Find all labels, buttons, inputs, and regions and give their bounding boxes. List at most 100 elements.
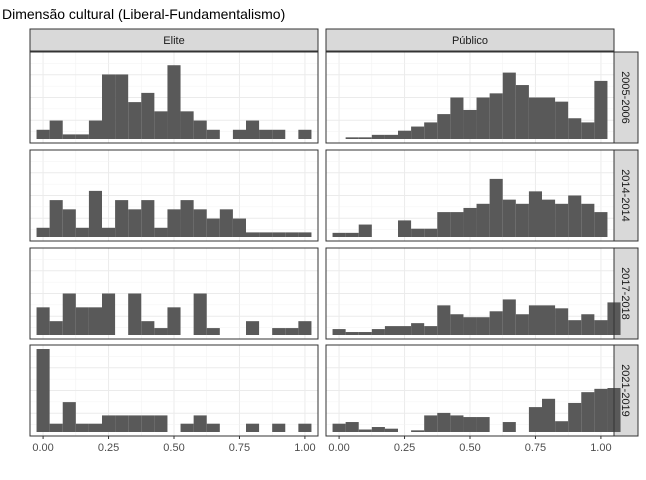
histogram-bar: [515, 314, 529, 335]
histogram-bar: [398, 220, 412, 237]
histogram-bar: [411, 323, 425, 335]
chart-title: Dimensão cultural (Liberal-Fundamentalis…: [2, 6, 286, 22]
row-strip-label: 2017-2018: [619, 267, 631, 320]
histogram-bar: [358, 137, 372, 139]
histogram-bar: [345, 332, 359, 335]
histogram-bar: [528, 305, 542, 335]
histogram-bar: [232, 218, 246, 237]
histogram-bar: [568, 195, 582, 237]
histogram-bar: [206, 328, 220, 335]
histogram-bar: [272, 232, 286, 237]
histogram-bar: [206, 218, 220, 237]
histogram-bar: [102, 227, 116, 237]
histogram-bar: [193, 293, 207, 335]
panel: [29, 247, 319, 340]
histogram-bar: [424, 326, 438, 335]
histogram-bar: [285, 232, 299, 237]
histogram-bar: [154, 328, 168, 335]
panel: [29, 149, 319, 242]
histogram-bar: [246, 120, 260, 139]
histogram-bar: [463, 317, 477, 335]
histogram-bar: [489, 178, 503, 237]
histogram-bar: [555, 308, 569, 335]
histogram-bar: [384, 428, 398, 432]
panel: [29, 344, 319, 437]
histogram-bar: [180, 111, 194, 139]
histogram-bar: [581, 203, 595, 237]
panel-border: [325, 51, 615, 144]
histogram-bar: [128, 102, 142, 139]
histogram-bar: [424, 122, 438, 139]
histogram-bar: [49, 120, 63, 139]
histogram-bar: [232, 129, 246, 139]
histogram-bar: [36, 349, 50, 432]
histogram-bar: [463, 207, 477, 237]
histogram-bar: [555, 421, 569, 432]
x-tick-label: 0.00: [32, 442, 53, 454]
histogram-bar: [128, 293, 142, 335]
histogram-bar: [298, 423, 312, 432]
histogram-bar: [581, 314, 595, 335]
histogram-bar: [476, 97, 490, 139]
panel: [325, 149, 615, 242]
histogram-bar: [298, 321, 312, 335]
histogram-bar: [206, 129, 220, 139]
histogram-bar: [371, 329, 385, 335]
histogram-bar: [128, 209, 142, 237]
histogram-bar: [88, 307, 102, 335]
histogram-bar: [528, 191, 542, 237]
histogram-bar: [594, 320, 608, 335]
histogram-bar: [450, 415, 464, 432]
histogram-bar: [49, 321, 63, 335]
histogram-bar: [528, 407, 542, 432]
histogram-bar: [115, 415, 129, 432]
panel: [325, 344, 621, 437]
histogram-bar: [298, 129, 312, 139]
histogram-bar: [75, 227, 89, 237]
x-tick-label: 0.50: [163, 442, 184, 454]
histogram-bar: [102, 415, 116, 432]
panel-border: [325, 247, 615, 340]
histogram-bar: [180, 200, 194, 237]
row-strip: [613, 149, 639, 242]
histogram-bar: [384, 134, 398, 139]
histogram-bar: [154, 415, 168, 432]
histogram-bar: [450, 212, 464, 237]
x-tick-label: 1.00: [590, 442, 611, 454]
histogram-bar: [476, 203, 490, 237]
histogram-bar: [141, 92, 155, 139]
histogram-bar: [398, 130, 412, 139]
x-tick-label: 1.00: [294, 442, 315, 454]
column-strip: [29, 28, 319, 52]
histogram-bar: [88, 423, 102, 432]
histogram-bar: [489, 311, 503, 335]
histogram-bar: [102, 293, 116, 335]
histogram-bar: [463, 109, 477, 139]
column-strip: [325, 28, 615, 52]
histogram-bar: [515, 85, 529, 139]
histogram-bar: [450, 97, 464, 139]
histogram-bar: [75, 307, 89, 335]
histogram-bar: [167, 209, 181, 237]
histogram-bar: [437, 412, 451, 432]
x-tick-label: 0.75: [229, 442, 250, 454]
histogram-bar: [102, 74, 116, 139]
histogram-bar: [384, 326, 398, 335]
histogram-bar: [36, 227, 50, 237]
histogram-bar: [371, 427, 385, 432]
histogram-bar: [437, 305, 451, 335]
histogram-bar: [206, 423, 220, 432]
histogram-bar: [476, 417, 490, 432]
histogram-bar: [424, 228, 438, 237]
histogram-bar: [581, 122, 595, 139]
histogram-bar: [411, 228, 425, 237]
x-tick-label: 0.50: [459, 442, 480, 454]
histogram-bar: [358, 429, 372, 432]
histogram-bar: [502, 72, 516, 139]
row-strip-label: 2014-2014: [619, 169, 631, 222]
histogram-bar: [358, 224, 372, 237]
histogram-bar: [115, 200, 129, 237]
histogram-bar: [424, 415, 438, 432]
histogram-bar: [528, 97, 542, 139]
histogram-bar: [167, 65, 181, 139]
